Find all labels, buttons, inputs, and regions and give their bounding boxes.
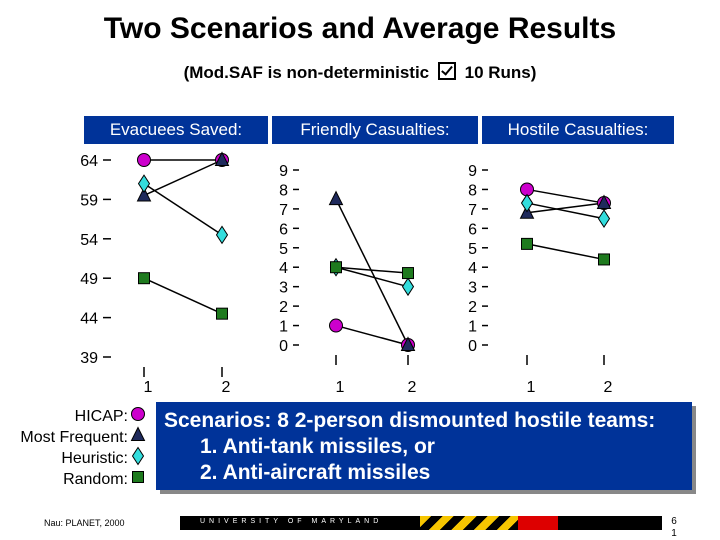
page-number: 6 1: [668, 516, 680, 540]
legend-label-most-frequent: Most Frequent:: [20, 429, 128, 446]
panel-2-ytick-label: 2: [279, 299, 288, 316]
panel-2-point: [329, 318, 343, 333]
panel-1-point: [137, 174, 151, 194]
panel-1-point: [137, 153, 151, 167]
university-banner: UNIVERSITY OF MARYLAND: [180, 516, 662, 530]
panel-2-ytick-label: 8: [279, 182, 288, 199]
panel-2-point: [401, 277, 415, 297]
scenario-box: Scenarios: 8 2-person dismounted hostile…: [156, 402, 692, 490]
panel-1-xtick-label: 1: [144, 379, 153, 396]
panel-1-ytick-label: 49: [80, 271, 98, 288]
panel-3-ytick-label: 0: [468, 338, 477, 355]
panel-1-ytick-label: 39: [80, 350, 98, 367]
panel-2-ytick-label: 1: [279, 319, 288, 336]
panel-2-point: [400, 336, 416, 351]
panel-3-ytick-label: 2: [468, 299, 477, 316]
panel-3-xtick-label: 1: [527, 379, 536, 396]
panel-1-point: [136, 186, 152, 202]
panel-3-ytick-label: 6: [468, 221, 477, 238]
subtitle-right: 10 Runs): [464, 63, 537, 82]
flag-red-block: [518, 516, 558, 530]
panel-2-ytick-label: 6: [279, 221, 288, 238]
page-number-top: 6: [671, 516, 677, 527]
legend-marker-circle: [131, 407, 145, 421]
panel-2-ytick-label: 3: [279, 280, 288, 297]
panel-3-xtick-label: 2: [604, 379, 613, 396]
panel-2-ytick-label: 4: [279, 260, 288, 277]
legend-label-hicap: HICAP:: [74, 408, 128, 425]
panel-3-ytick-label: 3: [468, 280, 477, 297]
legend-marker-triangle: [130, 426, 146, 441]
panel-3-ytick-label: 8: [468, 182, 477, 199]
checkbox-icon: [437, 62, 456, 80]
panel-2-series-line: [335, 324, 409, 346]
panel-3-point: [520, 193, 534, 213]
legend-label-random: Random:: [63, 471, 128, 488]
panel-2-point: [330, 261, 342, 274]
header-hostile: Hostile Casualties:: [482, 116, 674, 144]
panel-3-series-line: [526, 202, 605, 220]
panel-3-point: [521, 237, 533, 250]
scenario-line-3: 2. Anti-aircraft missiles: [200, 461, 431, 484]
page-subtitle: (Mod.SAF is non-deterministic 10 Runs): [0, 62, 720, 83]
panel-2-series-line: [335, 198, 409, 346]
university-banner-text: UNIVERSITY OF MARYLAND: [200, 518, 383, 525]
page-number-bottom: 1: [671, 528, 677, 539]
panel-1-point: [138, 272, 150, 285]
subtitle-left: (Mod.SAF is non-deterministic: [183, 63, 430, 82]
panel-3-series-line: [526, 202, 605, 214]
panel-1-point: [215, 225, 229, 245]
panel-3-ytick-label: 5: [468, 241, 477, 258]
panel-1-xtick-label: 2: [222, 379, 231, 396]
panel-2-point: [328, 190, 344, 206]
panel-2-series-line: [335, 266, 409, 274]
panel-1-ytick-label: 64: [80, 153, 98, 170]
panel-2-ytick-label: 9: [279, 163, 288, 180]
header-evacuees: Evacuees Saved:: [84, 116, 268, 144]
panel-1-ytick-label: 44: [80, 311, 98, 328]
page-title: Two Scenarios and Average Results: [103, 12, 617, 45]
panel-1-series-line: [143, 159, 223, 197]
panel-3-point: [597, 209, 611, 229]
panel-1-series-line: [143, 277, 223, 315]
panel-2-ytick-label: 7: [279, 202, 288, 219]
panel-2-xtick-label: 1: [336, 379, 345, 396]
panel-3-ytick-label: 1: [468, 319, 477, 336]
legend-label-heuristic: Heuristic:: [61, 450, 128, 467]
panel-2-series-line: [335, 266, 409, 288]
panel-3-point: [596, 194, 612, 210]
panel-2-ytick-label: 0: [279, 338, 288, 355]
panel-1-point: [214, 151, 230, 166]
panel-2-ytick-label: 5: [279, 241, 288, 258]
panel-2-xtick-label: 2: [408, 379, 417, 396]
panel-3-ytick-label: 7: [468, 202, 477, 219]
legend-marker-square: [132, 471, 144, 483]
panel-3-series-line: [526, 188, 605, 204]
panel-3-ytick-label: 4: [468, 260, 477, 277]
maryland-flag-icon: [420, 516, 518, 530]
panel-1-series-line: [143, 183, 223, 236]
panel-1-ytick-label: 59: [80, 192, 98, 209]
panel-2-point: [402, 267, 414, 280]
legend-marker-diamond: [131, 446, 145, 466]
panel-3-ytick-label: 9: [468, 163, 477, 180]
scenario-line-2: 1. Anti-tank missiles, or: [200, 435, 435, 458]
panel-1-ytick-label: 54: [80, 232, 98, 249]
panel-3-series-line: [526, 243, 605, 261]
panel-1-point: [216, 307, 228, 320]
header-friendly: Friendly Casualties:: [272, 116, 478, 144]
panel-3-point: [598, 253, 610, 266]
footer-credit: Nau: PLANET, 2000: [44, 518, 125, 528]
scenario-line-1: Scenarios: 8 2-person dismounted hostile…: [164, 409, 656, 432]
